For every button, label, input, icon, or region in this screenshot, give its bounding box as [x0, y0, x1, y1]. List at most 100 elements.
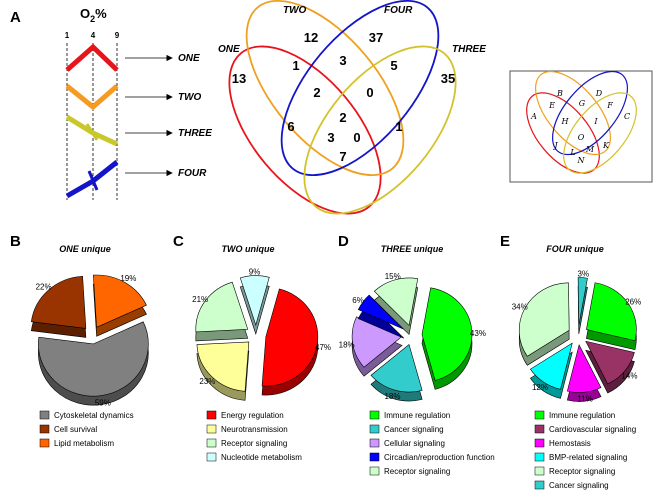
pie-percent-label: 22%	[36, 283, 52, 292]
venn-count: 5	[390, 58, 397, 73]
venn-count: 0	[366, 85, 373, 100]
pie-title-two: TWO unique	[222, 244, 275, 254]
legend-label: BMP-related signaling	[549, 453, 627, 462]
pie-slice	[370, 344, 423, 393]
legend-swatch	[369, 424, 380, 434]
pattern-three: THREE	[65, 114, 212, 147]
pie-percent-label: 34%	[512, 303, 528, 312]
legend-swatch	[534, 466, 545, 476]
venn-diagram	[228, 0, 457, 215]
inset-region-label: D	[595, 89, 603, 98]
pie-percent-label: 6%	[352, 296, 364, 305]
legend-label: Cardiovascular signaling	[549, 425, 636, 434]
venn-label-two: TWO	[283, 5, 307, 16]
venn-count: 37	[369, 30, 383, 45]
pattern-two: TWO	[65, 84, 202, 111]
legend-swatch	[39, 410, 50, 420]
oxygen-title: O2%	[80, 6, 107, 24]
legend-label: Cancer signaling	[384, 425, 444, 434]
legend-four-unique: Immune regulation Cardiovascular signalin…	[534, 410, 636, 490]
venn-ellipse-three	[303, 45, 457, 215]
pie-percent-label: 9%	[249, 267, 261, 276]
legend-swatch	[369, 466, 380, 476]
pie-slice	[585, 340, 635, 385]
venn-count: 2	[313, 85, 320, 100]
venn-count: 1	[292, 58, 299, 73]
inset-region-label: I	[593, 117, 598, 126]
pie-slice	[421, 287, 473, 381]
venn-count: 2	[339, 110, 346, 125]
legend-swatch	[534, 424, 545, 434]
inset-region-label: L	[569, 148, 575, 157]
legend-label: Receptor signaling	[549, 467, 615, 476]
venn-count: 12	[304, 30, 318, 45]
pie-slice	[529, 342, 573, 390]
legend-swatch	[39, 438, 50, 448]
pie-title-four: FOUR unique	[546, 244, 604, 254]
pie-percent-label: 47%	[315, 343, 331, 352]
pie-slice	[566, 344, 602, 393]
legend-label: Cell survival	[54, 425, 97, 434]
legend-label: Nucleotide metabolism	[221, 453, 302, 462]
pattern-four: FOUR	[65, 160, 207, 199]
venn-count: 35	[441, 71, 455, 86]
legend-three-unique: Immune regulation Cancer signaling Cellula…	[369, 410, 495, 476]
pie-chart-three-unique: 43% 18% 18% 6% 15%	[339, 272, 486, 402]
pie-percent-label: 26%	[625, 298, 641, 307]
legend-label: Lipid metabolism	[54, 439, 114, 448]
venn-count: 13	[232, 71, 246, 86]
legend-label: Cellular signaling	[384, 439, 445, 448]
oxygen-tick-9: 9	[115, 31, 120, 40]
legend-swatch	[206, 424, 217, 434]
inset-region-label: G	[579, 99, 586, 108]
inset-region-label: A	[530, 112, 537, 121]
legend-swatch	[534, 452, 545, 462]
legend-swatch	[369, 452, 380, 462]
pie-percent-label: 19%	[120, 274, 136, 283]
pie-percent-label: 14%	[621, 371, 637, 380]
panel-letter-e: E	[500, 233, 510, 250]
pie-percent-label: 15%	[385, 272, 401, 281]
legend-swatch	[369, 410, 380, 420]
panel-letter-d: D	[338, 233, 349, 250]
legend-label: Hemostasis	[549, 439, 591, 448]
oxygen-header: O2% 1 4 9	[65, 6, 120, 40]
inset-region-label: E	[548, 101, 555, 110]
pie-slice	[518, 282, 570, 357]
venn-count: 7	[339, 149, 346, 164]
pie-slice	[196, 341, 250, 392]
legend-swatch	[206, 410, 217, 420]
legend-swatch	[534, 438, 545, 448]
venn-count: 1	[395, 119, 402, 134]
venn-counts: 13 12 37 35 1 3 5 2 0 2 6 3 0 1 7	[232, 30, 455, 164]
inset-region-label: C	[624, 112, 630, 121]
pie-chart-four-unique: 26% 14% 11% 12% 34% 3%	[512, 270, 642, 404]
panel-letter-c: C	[173, 233, 184, 250]
pie-slice	[373, 277, 419, 327]
legend-swatch	[534, 410, 545, 420]
legend-label: Circadian/reproduction function	[384, 453, 495, 462]
pie-slice	[577, 277, 588, 326]
pie-percent-label: 59%	[95, 399, 111, 408]
inset-region-label: B	[556, 89, 563, 98]
venn-count: 3	[327, 130, 334, 145]
pie-slice	[93, 274, 147, 328]
legend-label: Receptor signaling	[384, 467, 450, 476]
pie-slice	[30, 275, 87, 329]
pie-percent-label: 3%	[578, 270, 590, 279]
venn-ellipse-two	[245, 0, 405, 177]
legend-label: Cancer signaling	[549, 481, 609, 490]
pattern-label-four: FOUR	[178, 168, 207, 179]
legend-swatch	[39, 424, 50, 434]
legend-two-unique: Energy regulation Neurotransmission Recept…	[206, 410, 302, 462]
venn-label-one: ONE	[218, 44, 240, 55]
legend-swatch	[206, 452, 217, 462]
oxygen-tick-1: 1	[65, 31, 70, 40]
inset-region-label: K	[602, 141, 610, 150]
inset-region-label: F	[606, 101, 613, 110]
inset-region-label: H	[561, 117, 570, 126]
pattern-label-two: TWO	[178, 92, 202, 103]
pie-slice	[239, 275, 270, 327]
pie-percent-label: 12%	[532, 383, 548, 392]
pattern-one: ONE	[65, 43, 200, 72]
